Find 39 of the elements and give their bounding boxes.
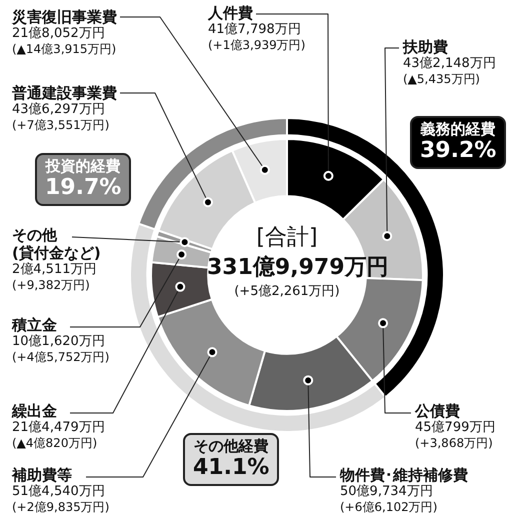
text: 50億9,734万円 [340, 484, 433, 499]
text: (▲14億3,915万円) [12, 42, 116, 56]
data-label: 39.2% [420, 138, 496, 164]
text: (+5億2,261万円) [233, 283, 341, 300]
slice-label: その他 (貸付金など) [12, 226, 101, 262]
slice-label: 投資的経費 [45, 157, 122, 176]
text: 45億799万円 [415, 420, 496, 435]
text: 331億9,979万円 [207, 254, 389, 282]
slice-label: 積立金 [12, 316, 58, 334]
slice-label: 義務的経費 [420, 120, 496, 138]
text: (+2億9,835万円) [12, 500, 110, 514]
data-label: 41.1% [193, 455, 270, 481]
slice-label: 人件費 [208, 4, 254, 22]
text: (+1億3,939万円) [208, 38, 306, 52]
text: [合計] [255, 224, 319, 252]
text: (+6億6,102万円) [340, 500, 438, 514]
text: (+4億5,752万円) [12, 350, 110, 364]
text: 41億7,798万円 [208, 22, 301, 37]
slice-label: 普通建設事業費 [12, 84, 117, 102]
text: 51億4,540万円 [12, 484, 105, 499]
slice-label: その他経費 [193, 437, 270, 456]
text: (▲4億820万円) [12, 436, 98, 450]
text: (+3,868万円) [415, 436, 493, 450]
slice-label: 補助費等 [12, 466, 73, 484]
slice-label: 繰出金 [12, 402, 58, 420]
text: (+7億3,551万円) [12, 118, 110, 132]
text: (▲5,435万円) [403, 72, 480, 86]
text: 43億6,297万円 [12, 102, 105, 117]
slice-label: 公債費 [415, 402, 461, 420]
text: 43億2,148万円 [403, 56, 496, 71]
data-label: 19.7% [45, 175, 122, 201]
slice-label: 扶助費 [403, 38, 449, 56]
text: (+9,382万円) [12, 278, 90, 292]
slice-label: 災害復旧事業費 [12, 8, 117, 26]
text: 2億4,511万円 [12, 262, 96, 277]
text: 21億4,479万円 [12, 420, 105, 435]
slice-label: 物件費･維持補修費 [340, 466, 468, 484]
text: 10億1,620万円 [12, 334, 105, 349]
text: 21億8,052万円 [12, 26, 105, 41]
